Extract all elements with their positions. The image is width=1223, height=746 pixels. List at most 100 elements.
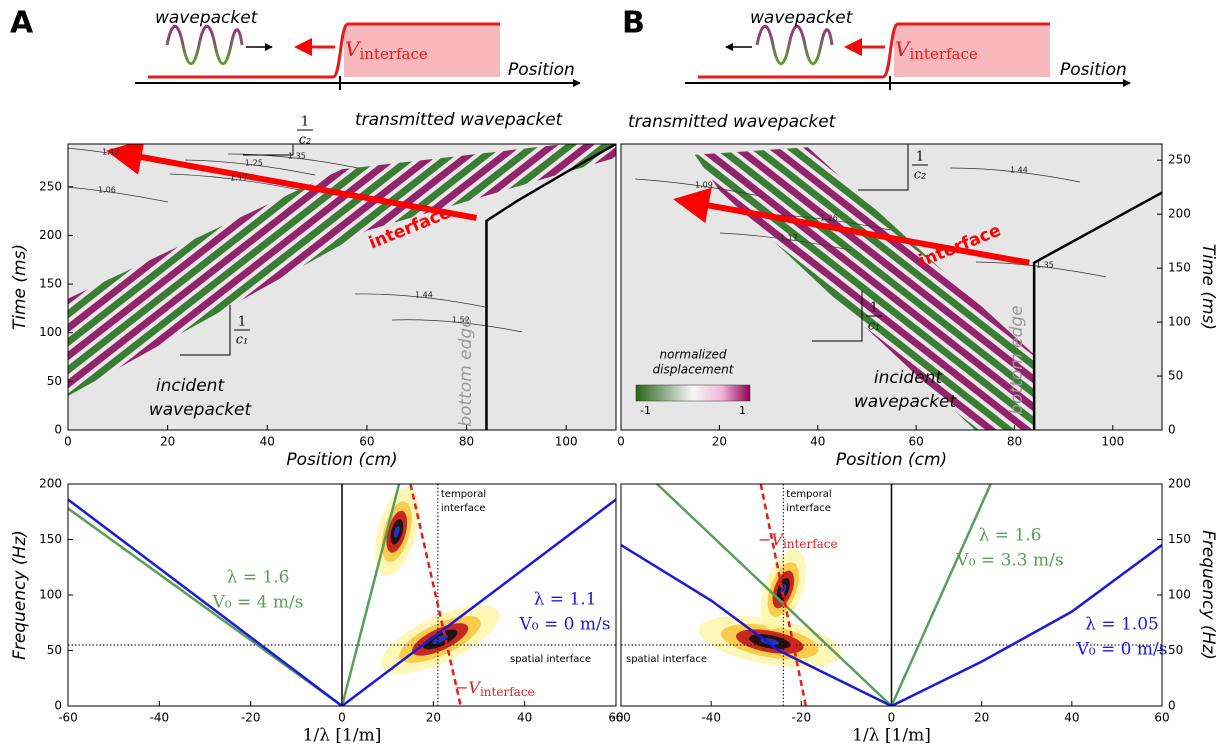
series-note: V₀ = 3.3 m/s — [955, 551, 1063, 571]
x-tick-label: 20 — [160, 435, 175, 449]
wavepacket-label: wavepacket — [750, 8, 854, 28]
series-note: V₀ = 4 m/s — [212, 593, 304, 613]
series-line — [68, 484, 401, 706]
contour-label: 1.17 — [780, 234, 798, 243]
x-tick-label: -40 — [150, 711, 170, 725]
slope-triangle — [858, 144, 909, 191]
contour-label: 1.09 — [695, 181, 713, 190]
series-label: bottom edge — [1007, 305, 1027, 414]
y-tick-label: 200 — [1168, 477, 1191, 491]
v: V — [345, 37, 362, 61]
series-note: V₀ = 0 m/s — [1076, 640, 1168, 660]
x-tick-label: 60 — [908, 435, 923, 449]
x-tick-label: 100 — [555, 435, 578, 449]
x-tick-label: 60 — [359, 435, 374, 449]
x-tick-label: 40 — [1064, 711, 1079, 725]
contour — [975, 261, 1107, 278]
annotation: incident — [156, 376, 226, 396]
v-label: Vinterface — [895, 37, 978, 64]
slope-num: 1 — [301, 115, 309, 130]
colorbar-label: displacement — [653, 363, 735, 377]
y-tick-label: 250 — [39, 179, 62, 193]
panel-label: A — [10, 6, 34, 41]
x-tick-label: -60 — [611, 711, 631, 725]
series-label: λ = 1.1 — [534, 590, 597, 610]
position-label: Position — [1060, 60, 1127, 80]
series-label: λ = 1.6 — [979, 526, 1042, 546]
x-tick-label: 80 — [1007, 435, 1022, 449]
series-line — [409, 484, 462, 706]
y-tick-label: 100 — [1168, 315, 1191, 329]
x-tick-label: 20 — [712, 435, 727, 449]
y-tick-label: 0 — [54, 423, 62, 437]
slope-num: 1 — [870, 301, 878, 316]
schematic: wavepacket Vinterface Position — [685, 8, 1131, 90]
slope-triangle — [180, 305, 231, 356]
series-note: V₀ = 0 m/s — [519, 615, 611, 635]
x-tick-label: 0 — [617, 435, 625, 449]
x-tick-label: 60 — [608, 711, 623, 725]
series-label-main: −V — [455, 678, 481, 697]
contour-label: 1.52 — [452, 316, 470, 325]
plots: 1.12 1.06 1.17 1.25 1.35 1.44 1.52 interface bot… — [10, 110, 1218, 746]
contour-label: 1.35 — [1036, 261, 1054, 270]
spatial-interface-label: spatial interface — [626, 654, 707, 665]
slope-den: c₁ — [236, 333, 249, 348]
contour — [391, 319, 523, 333]
y-tick-label: 250 — [1168, 153, 1191, 167]
frame — [620, 143, 1163, 431]
spatial-interface-label: spatial interface — [510, 654, 591, 665]
series-line — [485, 144, 616, 430]
y-tick-label: 100 — [1168, 588, 1191, 602]
position-label: Position — [508, 60, 575, 80]
x-tick-label: -60 — [58, 711, 78, 725]
v: V — [895, 37, 912, 61]
contour — [169, 173, 301, 191]
series-label: −Vinterface — [758, 530, 838, 551]
y-tick-label: 100 — [39, 588, 62, 602]
v-sub: interface — [359, 45, 427, 63]
contour — [227, 153, 359, 169]
annotation: transmitted wavepacket — [355, 110, 564, 130]
y-axis-label: Time (ms) — [10, 244, 30, 330]
y-tick-label: 50 — [47, 374, 62, 388]
annotation: wavepacket — [854, 392, 958, 412]
slope-den: c₂ — [299, 133, 312, 148]
contour — [634, 178, 766, 198]
plot-content — [634, 144, 1162, 430]
series-line — [68, 498, 616, 706]
contour-label: 1.06 — [98, 186, 116, 195]
x-tick-label: 40 — [260, 435, 275, 449]
series-label-main: −V — [758, 530, 784, 549]
colorbar-label: normalized — [660, 348, 727, 362]
contour-label: 1.44 — [1010, 166, 1028, 175]
panel-label: B — [622, 6, 645, 41]
colorbar-tick: 1 — [739, 404, 746, 417]
plot-content — [68, 144, 616, 430]
colorbar-tick: -1 — [640, 404, 651, 417]
x-tick-label: 20 — [426, 711, 441, 725]
y-axis-label: Frequency (Hz) — [1198, 530, 1218, 660]
series-label: bottom edge — [456, 317, 476, 426]
y-tick-label: 0 — [1168, 699, 1176, 713]
temporal-interface-label: temporal — [441, 489, 486, 500]
x-tick-label: 100 — [1101, 435, 1124, 449]
x-tick-label: 40 — [517, 711, 532, 725]
x-tick-label: 0 — [338, 711, 346, 725]
contour-label: 1.44 — [415, 291, 433, 300]
x-tick-label: 0 — [888, 711, 896, 725]
x-axis-label: Position (cm) — [836, 450, 947, 470]
x-axis-label: 1/λ [1/m] — [303, 726, 382, 746]
x-tick-label: -20 — [241, 711, 261, 725]
x-tick-label: 40 — [810, 435, 825, 449]
v-label: Vinterface — [345, 37, 428, 64]
contour — [68, 186, 169, 203]
x-tick-label: 60 — [1154, 711, 1169, 725]
slope-triangle — [243, 144, 294, 156]
slope-den: c₂ — [914, 168, 927, 183]
contour-label: 1.26 — [820, 214, 838, 223]
contour — [354, 293, 486, 308]
v-sub: interface — [909, 45, 977, 63]
contour — [719, 232, 851, 251]
